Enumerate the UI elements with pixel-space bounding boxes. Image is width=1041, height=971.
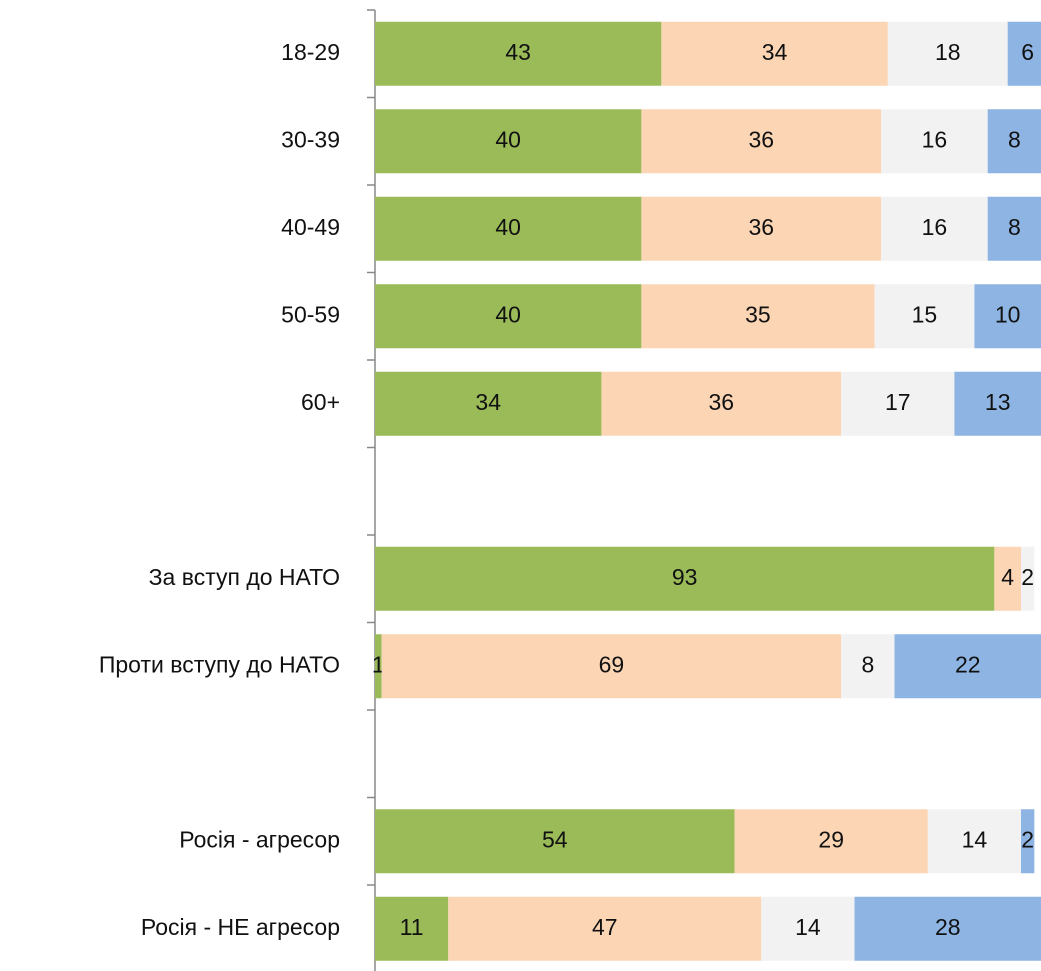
data-label: 6 bbox=[1021, 39, 1034, 65]
bar-segment bbox=[1007, 21, 1041, 86]
data-label: 2 bbox=[1021, 826, 1034, 852]
data-label: 14 bbox=[795, 914, 821, 940]
bar-segment bbox=[927, 809, 1022, 874]
bar-segment bbox=[841, 634, 895, 699]
bar-segment bbox=[375, 21, 662, 86]
data-label: 8 bbox=[1008, 214, 1021, 240]
data-label: 28 bbox=[935, 914, 961, 940]
bar-segment bbox=[641, 284, 875, 349]
data-label: 43 bbox=[505, 39, 531, 65]
bar-segment bbox=[881, 109, 988, 174]
category-label: Проти вступу до НАТО bbox=[99, 651, 340, 677]
bar-segment bbox=[375, 109, 642, 174]
category-label: 40-49 bbox=[281, 214, 340, 240]
data-label: 11 bbox=[400, 914, 424, 940]
data-label: 93 bbox=[672, 564, 698, 590]
bar-segment bbox=[974, 284, 1041, 349]
bar-segment bbox=[375, 809, 735, 874]
bar-segment bbox=[894, 634, 1041, 699]
data-label: 15 bbox=[912, 301, 938, 327]
data-label: 2 bbox=[1021, 564, 1034, 590]
data-label: 29 bbox=[818, 826, 844, 852]
bar-segment bbox=[887, 21, 1008, 86]
bar-segment bbox=[761, 896, 855, 961]
bar-segment bbox=[841, 371, 955, 436]
data-label: 36 bbox=[709, 389, 735, 415]
data-label: 14 bbox=[962, 826, 988, 852]
bar-segment bbox=[641, 109, 882, 174]
data-label: 8 bbox=[1008, 126, 1021, 152]
category-label: Росія - агресор bbox=[179, 826, 340, 852]
data-label: 36 bbox=[748, 126, 774, 152]
data-label: 47 bbox=[592, 914, 618, 940]
data-label: 54 bbox=[542, 826, 568, 852]
category-label: Росія - НЕ агресор bbox=[141, 914, 340, 940]
data-label: 34 bbox=[762, 39, 788, 65]
bar-segment bbox=[375, 196, 642, 261]
bar-segment bbox=[661, 21, 888, 86]
data-label: 36 bbox=[748, 214, 774, 240]
bar-segment bbox=[994, 546, 1022, 611]
bar-segment bbox=[375, 634, 382, 699]
data-label: 4 bbox=[1001, 564, 1014, 590]
category-label: 60+ bbox=[301, 389, 340, 415]
data-label: 18 bbox=[935, 39, 961, 65]
bar-segment bbox=[881, 196, 988, 261]
category-label: 50-59 bbox=[281, 301, 340, 327]
bar-segment bbox=[375, 546, 995, 611]
bar-segment bbox=[375, 896, 449, 961]
data-label: 13 bbox=[985, 389, 1011, 415]
data-label: 17 bbox=[885, 389, 911, 415]
bar-segment bbox=[987, 196, 1041, 261]
data-label: 34 bbox=[475, 389, 501, 415]
bar-segment bbox=[1021, 546, 1035, 611]
bar-segment bbox=[375, 371, 602, 436]
data-label: 69 bbox=[599, 651, 625, 677]
bar-segment bbox=[874, 284, 975, 349]
data-label: 8 bbox=[861, 651, 874, 677]
bar-segment bbox=[381, 634, 842, 699]
data-label: 10 bbox=[995, 301, 1021, 327]
category-label: За вступ до НАТО bbox=[149, 564, 340, 590]
data-label: 40 bbox=[495, 126, 521, 152]
bar-segment bbox=[448, 896, 762, 961]
category-label: 18-29 bbox=[281, 39, 340, 65]
data-label: 40 bbox=[495, 214, 521, 240]
data-label: 35 bbox=[745, 301, 771, 327]
bar-segment bbox=[854, 896, 1041, 961]
bar-segment bbox=[987, 109, 1041, 174]
bar-segment bbox=[954, 371, 1041, 436]
category-label: 30-39 bbox=[281, 126, 340, 152]
bar-segment bbox=[375, 284, 642, 349]
data-label: 40 bbox=[495, 301, 521, 327]
data-label: 16 bbox=[922, 126, 948, 152]
data-label: 1 bbox=[372, 651, 385, 677]
data-label: 16 bbox=[922, 214, 948, 240]
bar-segment bbox=[601, 371, 842, 436]
bar-segment bbox=[641, 196, 882, 261]
bar-segment bbox=[1021, 809, 1035, 874]
data-label: 22 bbox=[955, 651, 981, 677]
bar-segment bbox=[734, 809, 928, 874]
